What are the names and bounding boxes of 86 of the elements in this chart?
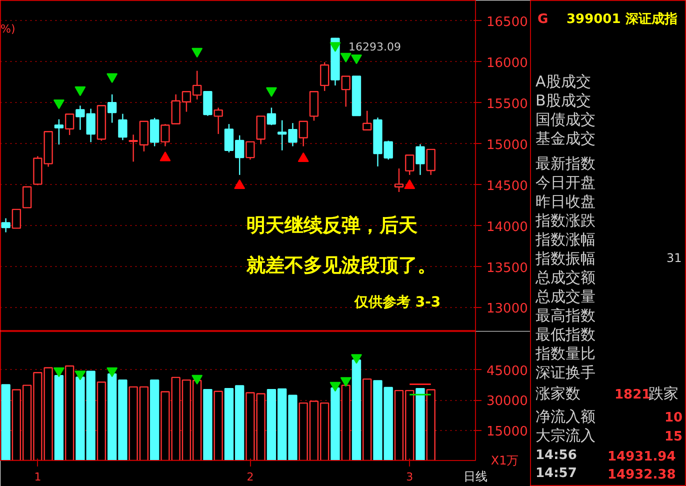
- candlestick: [107, 94, 117, 124]
- annotation: %): [0, 22, 16, 36]
- text: 日线: [464, 470, 488, 484]
- candlestick: [203, 91, 212, 116]
- text: 指数振幅: [534, 250, 596, 268]
- annotation: 仅供参考 3-3: [354, 294, 441, 310]
- candlestick: [416, 144, 425, 176]
- candlestick: [298, 120, 308, 147]
- bar: [330, 387, 340, 460]
- y-tick-label: 30000: [486, 394, 528, 410]
- text: 总成交量: [534, 288, 596, 306]
- candlestick: [1, 218, 10, 233]
- bar: [150, 379, 160, 460]
- text: 14:57: [536, 466, 577, 481]
- text: 总成交额: [534, 268, 596, 286]
- text: A股成交: [536, 72, 591, 90]
- annotation: 明天继续反弹，后天: [246, 214, 418, 236]
- text: 31: [666, 251, 682, 265]
- bar: [203, 388, 212, 460]
- y-tick-label: 14000: [486, 220, 528, 235]
- text: 今日开盘: [536, 174, 596, 192]
- y-tick-label: 16500: [486, 14, 528, 30]
- text: 最低指数: [536, 326, 596, 344]
- text: 净流入额: [536, 408, 596, 426]
- y-tick-label: 15000: [486, 138, 528, 153]
- candlestick: [118, 113, 128, 141]
- text: 基金成交: [536, 130, 596, 148]
- point: [106, 367, 118, 378]
- candlestick: [246, 141, 255, 160]
- y-tick-label: 16000: [486, 56, 528, 71]
- bar: [1, 384, 10, 460]
- y-tick-label: 15500: [486, 96, 528, 112]
- x-tick-label: 1: [34, 470, 42, 484]
- candlestick: [256, 116, 266, 145]
- bar: [352, 360, 362, 460]
- y-tick-label: 15000: [486, 424, 528, 440]
- text: 涨家数: [536, 384, 580, 402]
- y-axis-title: X1万: [490, 454, 519, 468]
- y-tick-label: 13000: [486, 302, 528, 317]
- point: [340, 377, 352, 387]
- text: 昨日收盘: [536, 192, 596, 210]
- candlestick: [214, 107, 223, 135]
- candlestick: [54, 118, 64, 146]
- y-tick-label: 45000: [486, 364, 528, 379]
- text: 14931.94: [608, 450, 676, 464]
- text: 指数涨幅: [534, 230, 596, 248]
- candlestick: [394, 168, 404, 193]
- candlestick: [341, 76, 350, 108]
- text: G: [538, 12, 548, 27]
- candlestick: [150, 117, 160, 147]
- text: 10: [664, 410, 683, 426]
- text: 国债成交: [536, 110, 596, 128]
- x-tick-label: 2: [246, 470, 254, 484]
- text: 14:56: [536, 448, 577, 463]
- annotation: 就差不多见波段顶了。: [246, 254, 436, 276]
- candlestick: [426, 148, 436, 176]
- candlestick: [12, 208, 22, 229]
- y-tick-label: 14500: [486, 178, 528, 194]
- text: 最新指数: [536, 154, 596, 172]
- text: 指数涨跌: [534, 212, 596, 230]
- text: 15: [664, 430, 683, 444]
- point: [74, 370, 86, 380]
- candlestick: [64, 114, 74, 136]
- y-tick-label: 13500: [486, 260, 528, 276]
- candlestick: [160, 123, 170, 147]
- candlestick: [22, 186, 32, 208]
- text: 14932.38: [608, 468, 676, 482]
- point: [192, 374, 203, 385]
- bar: [416, 388, 425, 460]
- annotation: 16293.09: [348, 40, 401, 54]
- point: [330, 382, 341, 392]
- point: [350, 354, 362, 364]
- text: 深证换手: [536, 364, 596, 382]
- candlestick: [320, 62, 330, 92]
- candlestick: [266, 107, 276, 126]
- x-tick-label: 3: [406, 470, 414, 484]
- candlestick: [405, 154, 414, 176]
- text: 399001 深证成指: [566, 12, 678, 27]
- text: 最高指数: [536, 306, 596, 324]
- text: B股成交: [536, 92, 591, 110]
- bar: [54, 375, 64, 460]
- point: [53, 367, 64, 378]
- text: 大宗流入: [536, 426, 596, 444]
- candlestick: [362, 110, 372, 130]
- text: 跌家: [648, 384, 678, 402]
- text: 指数量比: [534, 344, 596, 362]
